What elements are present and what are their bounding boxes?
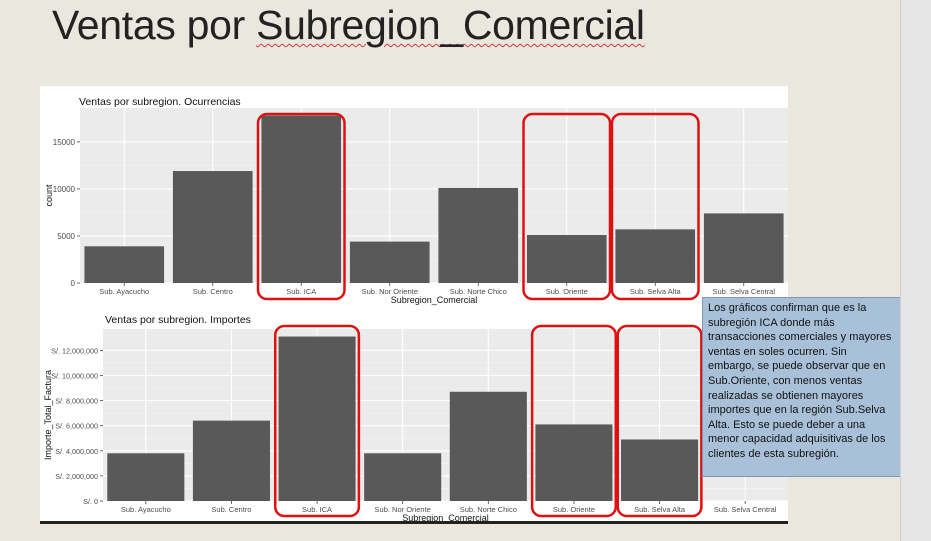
chart1-bar	[261, 115, 342, 283]
chart1-y-tick-label: 5000	[57, 232, 75, 241]
chart2-x-tick-label: Sub. Nor Oriente	[375, 505, 431, 514]
chart2-highlight-box	[530, 324, 617, 518]
chart2-x-tick-label: Sub. Oriente	[553, 505, 595, 514]
chart2-bar	[107, 453, 185, 501]
chart2-highlight-box	[274, 324, 361, 518]
chart1-bar	[526, 235, 607, 283]
chart2-y-tick-label: S/. 6,000,000	[55, 422, 98, 431]
chart1-title: Ventas por subregion. Ocurrencias	[79, 96, 241, 108]
chart2-y-tick-label: S/. 4,000,000	[55, 447, 98, 456]
chart1-y-tick-label: 0	[71, 279, 76, 288]
chart1-x-tick-label: Sub. Nor Oriente	[362, 287, 418, 296]
chart1-highlight-box	[522, 112, 612, 301]
chart1-bar	[84, 246, 165, 283]
chart2-y-tick-label: S/. 12,000,000	[51, 346, 98, 355]
chart1-bar	[615, 229, 696, 283]
charts-svg: 0 5000 10000 15000 Sub. Ayacucho Sub. Centro S…	[43, 96, 788, 523]
chart2-x-tick-label: Sub. Selva Central	[714, 505, 777, 514]
chart2-highlight-box	[616, 324, 703, 518]
chart1-highlight-box	[610, 112, 700, 301]
chart1-x-tick-label: Sub. Ayacucho	[99, 287, 149, 296]
chart1-y-tick-label: 15000	[53, 138, 76, 147]
chart1-bar	[349, 241, 430, 283]
note-box: Los gráficos confirman que es la subregi…	[702, 297, 902, 477]
chart2-x-tick-label: Sub. Ayacucho	[121, 505, 171, 514]
chart1-x-tick-label: Sub. ICA	[286, 287, 316, 296]
chart1-x-axis-label: Subregion_Comercial	[391, 295, 478, 305]
chart1-y-tick-label: 10000	[53, 185, 76, 194]
chart2-x-tick-label: Sub. Centro	[211, 505, 251, 514]
slide-title-word: Subregion_Comercial	[256, 2, 645, 48]
chart2-bar	[535, 424, 613, 501]
chart1-x-tick-label: Sub. Norte Chico	[450, 287, 507, 296]
chart1-bar	[438, 187, 519, 283]
chart1-bar	[703, 213, 784, 283]
chart1-bar	[172, 171, 253, 283]
chart1-x-tick-label: Sub. Selva Alta	[630, 287, 682, 296]
chart1-x-tick-label: Sub. Selva Central	[712, 287, 775, 296]
chart2-x-axis-label: Subregion_Comercial	[402, 513, 489, 523]
chart2-y-tick-label: S/. 2,000,000	[55, 472, 98, 481]
chart2-bar	[278, 336, 356, 501]
chart2-y-tick-label: S/. 0	[83, 497, 98, 506]
chart1-x-tick-label: Sub. Centro	[193, 287, 233, 296]
slide-title-prefix: Ventas por	[52, 2, 257, 48]
chart2-title: Ventas por subregion. Importes	[105, 314, 251, 326]
chart1-x-tick-label: Sub. Oriente	[546, 287, 588, 296]
chart2-x-tick-label: Sub. ICA	[302, 505, 332, 514]
vertical-scrollbar[interactable]	[900, 0, 931, 541]
chart2-bar	[192, 420, 270, 501]
chart2-x-tick-label: Sub. Norte Chico	[460, 505, 517, 514]
chart2-y-tick-label: S/. 10,000,000	[51, 371, 98, 380]
chart1-highlight-box	[256, 112, 346, 301]
chart2-x-tick-label: Sub. Selva Alta	[634, 505, 686, 514]
chart2-bar	[449, 391, 527, 501]
slide-title: Ventas por Subregion_Comercial	[52, 2, 645, 49]
chart2-bar	[364, 453, 442, 501]
chart2-bar	[621, 439, 699, 501]
chart-image-area: 0 5000 10000 15000 Sub. Ayacucho Sub. Centro S…	[40, 86, 788, 524]
chart2-y-tick-label: S/. 8,000,000	[55, 397, 98, 406]
chart2-y-axis-label: Importe_Total_Factura	[43, 370, 53, 460]
bottom-rule	[40, 521, 788, 524]
chart1-y-axis-label: count	[44, 184, 54, 207]
